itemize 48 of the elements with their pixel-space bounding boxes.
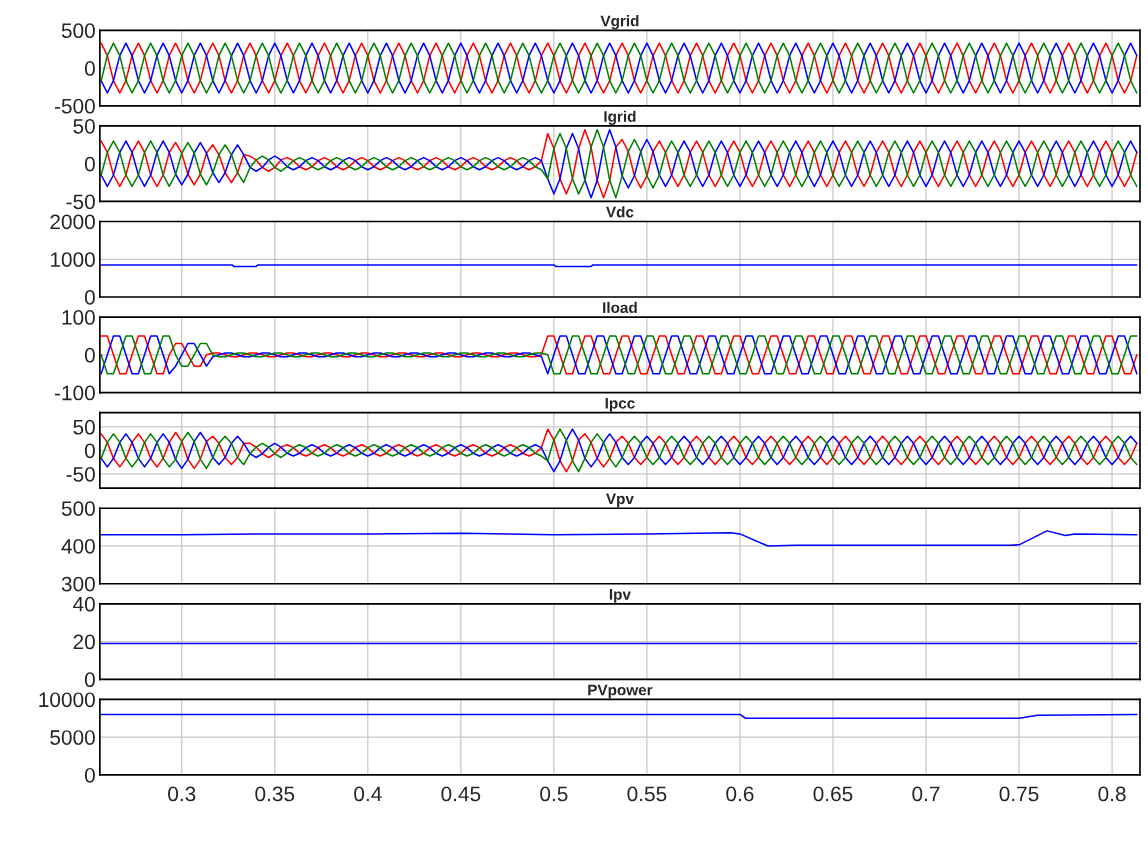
y-tick-label: 2000 — [50, 214, 95, 230]
x-tick-label: 0.3 — [168, 786, 196, 802]
chart-title: Ipcc — [605, 397, 635, 412]
x-tick-label: 0.4 — [354, 786, 382, 802]
x-tick-label: 0.55 — [627, 786, 667, 802]
chart-title: Vdc — [606, 206, 634, 218]
y-tick-label: 40 — [73, 596, 95, 612]
line-series — [100, 530, 1138, 547]
line-series — [100, 428, 1138, 473]
chart-title: Iload — [603, 301, 637, 314]
y-tick-label: 1000 — [50, 252, 95, 267]
x-tick-label: 0.75 — [999, 786, 1039, 802]
x-tick-label: 0.8 — [1098, 786, 1126, 802]
chart-title: Vgrid — [600, 15, 639, 30]
x-tick-label: 0.5 — [540, 786, 568, 802]
y-tick-label: -50 — [66, 467, 95, 482]
y-tick-label: -50 — [66, 194, 95, 210]
x-tick-label: 0.45 — [441, 786, 481, 802]
y-tick-label: 400 — [61, 538, 95, 554]
chart-title: Ipv — [609, 589, 631, 603]
y-tick-label: 20 — [73, 634, 95, 650]
line-series — [100, 42, 1138, 94]
y-tick-label: 500 — [61, 23, 95, 39]
y-tick-label: 0 — [84, 767, 95, 783]
y-tick-label: 0 — [84, 290, 95, 305]
y-tick-label: -100 — [54, 385, 95, 401]
line-series — [100, 335, 1138, 375]
y-tick-label: 50 — [73, 118, 95, 134]
y-tick-label: -500 — [54, 98, 95, 114]
x-tick-label: 0.7 — [912, 786, 940, 802]
chart-title: Vpv — [606, 493, 634, 508]
y-tick-label: 0 — [84, 61, 95, 76]
y-tick-label: 0 — [84, 347, 95, 363]
chart-title: Igrid — [604, 110, 636, 125]
line-series — [100, 128, 1138, 199]
y-tick-label: 0 — [84, 156, 95, 172]
chart-title: PVpower — [588, 684, 653, 699]
x-tick-label: 0.35 — [255, 786, 295, 802]
y-tick-label: 500 — [61, 501, 95, 516]
x-tick-label: 0.65 — [813, 786, 853, 802]
y-tick-label: 0 — [84, 443, 95, 459]
y-tick-label: 0 — [84, 672, 95, 688]
y-tick-label: 5000 — [50, 730, 95, 745]
y-tick-label: 300 — [61, 576, 95, 592]
y-tick-label: 10000 — [39, 692, 95, 708]
y-tick-label: 100 — [62, 310, 95, 325]
y-tick-label: 50 — [73, 419, 95, 435]
x-tick-label: 0.6 — [726, 786, 754, 802]
